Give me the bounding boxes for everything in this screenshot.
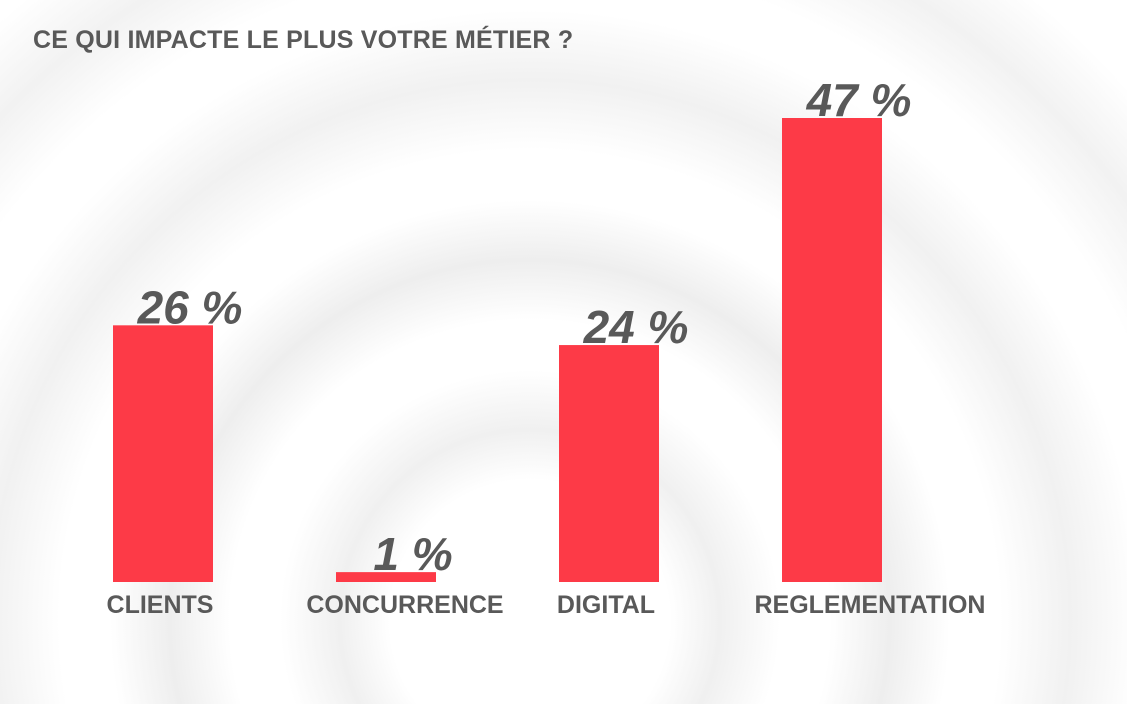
- value-label-concurrence: 1 %: [373, 528, 452, 580]
- category-label-clients: CLIENTS: [107, 591, 214, 619]
- value-labels-group: 26 % 1 % 24 % 47 %: [137, 74, 912, 580]
- category-label-digital: DIGITAL: [557, 591, 655, 619]
- category-label-reglementation: REGLEMENTATION: [754, 591, 985, 619]
- value-label-reglementation: 47 %: [806, 74, 912, 126]
- category-label-concurrence: CONCURRENCE: [306, 591, 503, 619]
- bar-digital: [559, 345, 659, 582]
- bar-concurrence: [336, 572, 436, 582]
- chart-title: CE QUI IMPACTE LE PLUS VOTRE MÉTIER ?: [33, 26, 574, 54]
- value-label-clients: 26 %: [137, 281, 243, 333]
- bar-clients: [113, 325, 213, 582]
- value-label-digital: 24 %: [583, 301, 689, 353]
- category-labels-group: CLIENTS CONCURRENCE DIGITAL REGLEMENTATION: [107, 591, 986, 619]
- bars-group: [113, 118, 882, 582]
- bar-reglementation: [782, 118, 882, 582]
